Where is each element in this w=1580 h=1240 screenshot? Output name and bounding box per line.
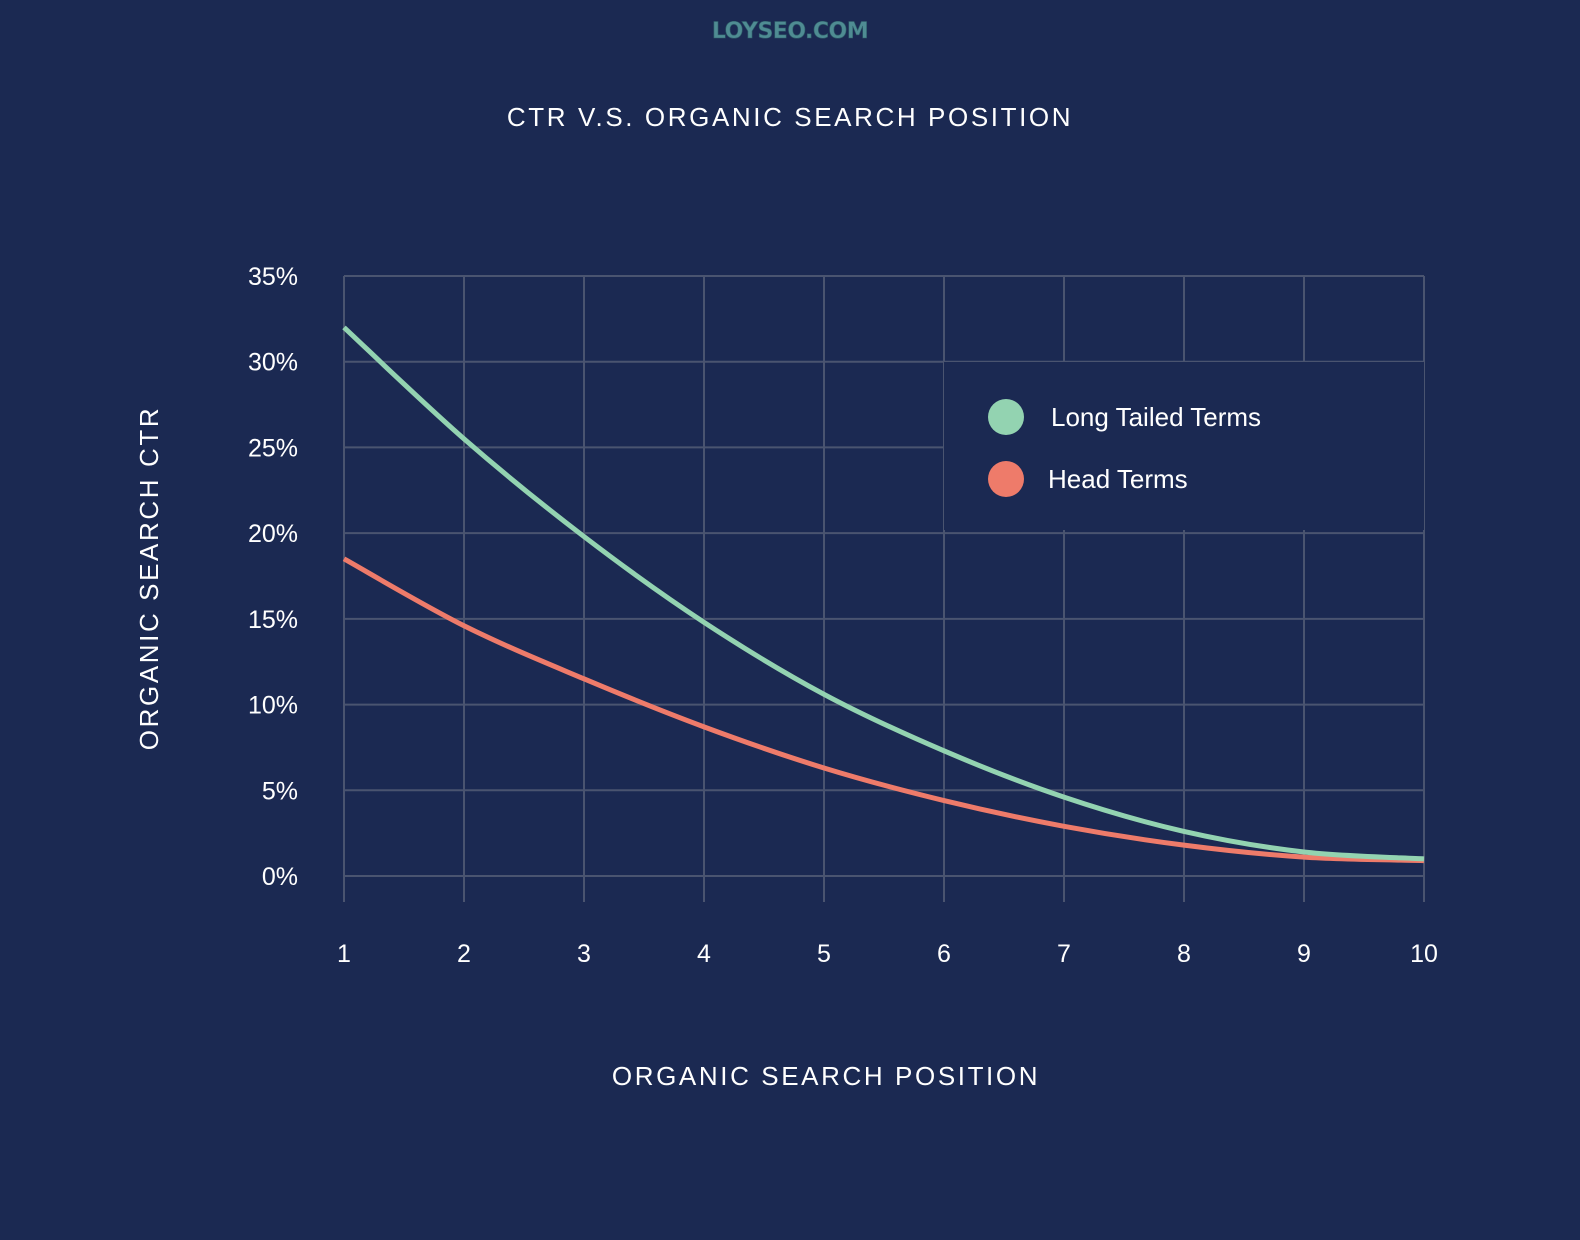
- x-tick-label: 4: [697, 940, 711, 968]
- y-tick-label: 35%: [248, 263, 298, 291]
- x-tick-label: 6: [937, 940, 951, 968]
- x-axis-title: ORGANIC SEARCH POSITION: [612, 1061, 1040, 1091]
- legend-marker: [988, 461, 1024, 497]
- y-tick-label: 0%: [262, 863, 298, 891]
- legend-background: [944, 362, 1424, 530]
- y-axis-ticks: 0% 5% 10% 15% 20% 25% 30% 35%: [248, 263, 298, 891]
- y-tick-label: 20%: [248, 520, 298, 548]
- x-tick-label: 5: [817, 940, 831, 968]
- series-line-long-tailed-terms: [342, 325, 1425, 862]
- legend-label: Long Tailed Terms: [1051, 402, 1261, 432]
- watermark: LOYSEO.COM: [712, 19, 868, 44]
- series-line-head-terms: [342, 556, 1425, 864]
- legend-label: Head Terms: [1048, 464, 1188, 494]
- y-tick-label: 10%: [248, 692, 298, 720]
- x-tick-label: 2: [457, 940, 471, 968]
- y-tick-label: 30%: [248, 349, 298, 377]
- y-tick-label: 25%: [248, 434, 298, 462]
- x-tick-label: 10: [1410, 940, 1438, 968]
- legend-marker: [988, 399, 1024, 435]
- series-lines: [342, 325, 1425, 864]
- legend: Long Tailed Terms Head Terms: [944, 362, 1424, 530]
- chart-title: CTR V.S. ORGANIC SEARCH POSITION: [507, 102, 1073, 132]
- x-tick-label: 7: [1057, 940, 1071, 968]
- x-tick-label: 9: [1297, 940, 1311, 968]
- grid: [343, 275, 1425, 902]
- x-tick-label: 8: [1177, 940, 1191, 968]
- x-tick-label: 3: [577, 940, 591, 968]
- x-tick-label: 1: [337, 940, 351, 968]
- y-tick-label: 15%: [248, 606, 298, 634]
- x-axis-ticks: 1 2 3 4 5 6 7 8 9 10: [337, 940, 1438, 968]
- y-axis-title: ORGANIC SEARCH CTR: [134, 406, 164, 750]
- y-tick-label: 5%: [262, 777, 298, 805]
